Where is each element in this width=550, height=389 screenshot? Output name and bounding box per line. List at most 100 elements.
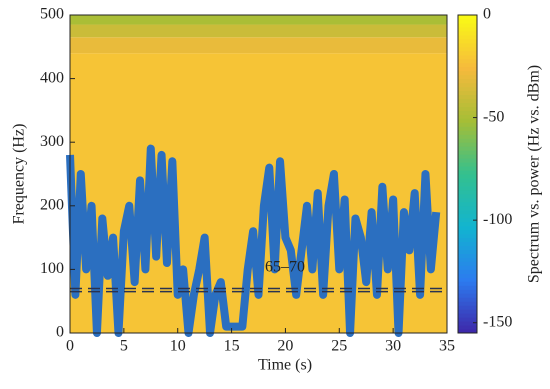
colorbar-swatch [458, 150, 477, 155]
colorbar-swatch [458, 70, 477, 76]
colorbar-swatch [458, 82, 477, 88]
colorbar-swatch [458, 185, 477, 191]
colorbar-swatch [458, 197, 477, 203]
x-tick-label: 35 [439, 338, 455, 355]
colorbar-swatch [458, 293, 477, 298]
colorbar-swatch [458, 146, 477, 151]
colorbar-swatch [458, 26, 477, 32]
colorbar-tick-label: 0 [483, 6, 491, 23]
colorbar-swatch [458, 189, 477, 195]
colorbar-swatch [458, 166, 477, 171]
colorbar-swatch [458, 309, 477, 314]
heatmap-cell [70, 24, 447, 38]
colorbar-swatch [458, 94, 477, 99]
colorbar-swatch [458, 269, 477, 274]
colorbar-swatch [458, 86, 477, 92]
x-tick-label: 20 [277, 338, 293, 355]
colorbar-swatch [458, 325, 477, 330]
colorbar-swatch [458, 205, 477, 211]
colorbar-frame [457, 14, 478, 334]
colorbar-swatch [458, 30, 477, 36]
y-tick-label: 200 [40, 196, 64, 213]
colorbar-swatch [458, 138, 477, 143]
plot-frame [69, 14, 448, 334]
x-tick-label: 5 [120, 338, 128, 355]
colorbar-swatch [458, 22, 477, 28]
colorbar-swatch [458, 177, 477, 183]
colorbar-swatch [458, 225, 477, 231]
colorbar-swatch [458, 221, 477, 227]
colorbar-swatch [458, 162, 477, 167]
colorbar-swatch [458, 50, 477, 56]
colorbar-swatch [458, 321, 477, 326]
colorbar-tick-label: -50 [483, 108, 504, 125]
colorbar-swatch [458, 281, 477, 286]
colorbar-swatch [458, 114, 477, 119]
colorbar-swatch [458, 74, 477, 80]
colorbar-swatch [458, 233, 477, 239]
colorbar-label: Spectrum vs. power (Hz vs. dBm) [526, 65, 543, 283]
colorbar-swatch [458, 257, 477, 262]
x-axis-label: Time (s) [258, 357, 312, 374]
colorbar-swatch [458, 305, 477, 310]
colorbar-swatch [458, 209, 477, 215]
colorbar-swatch [458, 181, 477, 187]
y-tick-label: 100 [40, 260, 64, 277]
y-axis-label: Frequency (Hz) [11, 124, 28, 225]
colorbar-swatch [458, 213, 477, 219]
colorbar-swatch [458, 98, 477, 103]
colorbar-swatch [458, 42, 477, 48]
colorbar-swatch [458, 241, 477, 247]
y-tick-label: 400 [40, 69, 64, 86]
colorbar-tick-label: -100 [483, 211, 512, 228]
colorbar-swatch [458, 130, 477, 135]
colorbar-swatch [458, 329, 477, 334]
annotation: 65–70 [265, 259, 305, 276]
x-tick-label: 15 [224, 338, 240, 355]
colorbar-swatch [458, 277, 477, 282]
colorbar-swatch [458, 261, 477, 266]
colorbar-swatch [458, 193, 477, 199]
colorbar-swatch [458, 18, 477, 24]
colorbar-swatch [458, 170, 477, 175]
colorbar-swatch [458, 118, 477, 123]
colorbar-swatch [458, 285, 477, 290]
trace-line [66, 144, 441, 337]
colorbar-swatch [458, 289, 477, 294]
colorbar-swatch [458, 78, 477, 84]
colorbar-swatch [458, 110, 477, 115]
x-tick-label: 25 [331, 338, 347, 355]
x-tick-label: 0 [66, 338, 74, 355]
colorbar-swatch [458, 66, 477, 72]
colorbar-swatch [458, 217, 477, 223]
colorbar-swatch [458, 317, 477, 322]
colorbar-swatch [458, 174, 477, 179]
colorbar-swatch [458, 90, 477, 95]
colorbar-swatch [458, 313, 477, 318]
x-tick-label: 10 [170, 338, 186, 355]
colorbar-swatch [458, 301, 477, 306]
colorbar-swatch [458, 102, 477, 107]
colorbar-swatch [458, 237, 477, 243]
colorbar-swatch [458, 54, 477, 60]
colorbar-swatch [458, 201, 477, 207]
colorbar-swatch [458, 253, 477, 258]
x-tick-label: 30 [385, 338, 401, 355]
y-tick-label: 500 [40, 6, 64, 23]
colorbar-swatch [458, 273, 477, 278]
colorbar-swatch [458, 58, 477, 64]
heatmap-cell [70, 15, 447, 25]
colorbar-swatch [458, 15, 477, 20]
y-tick-label: 0 [56, 324, 64, 341]
colorbar-swatch [458, 249, 477, 254]
colorbar-swatch [458, 297, 477, 302]
colorbar-swatch [458, 134, 477, 139]
colorbar-tick-label: -150 [483, 313, 512, 330]
colorbar-swatch [458, 158, 477, 163]
colorbar-swatch [458, 245, 477, 251]
colorbar-swatch [458, 122, 477, 127]
colorbar-swatch [458, 229, 477, 235]
colorbar-swatch [458, 126, 477, 131]
colorbar-swatch [458, 62, 477, 68]
